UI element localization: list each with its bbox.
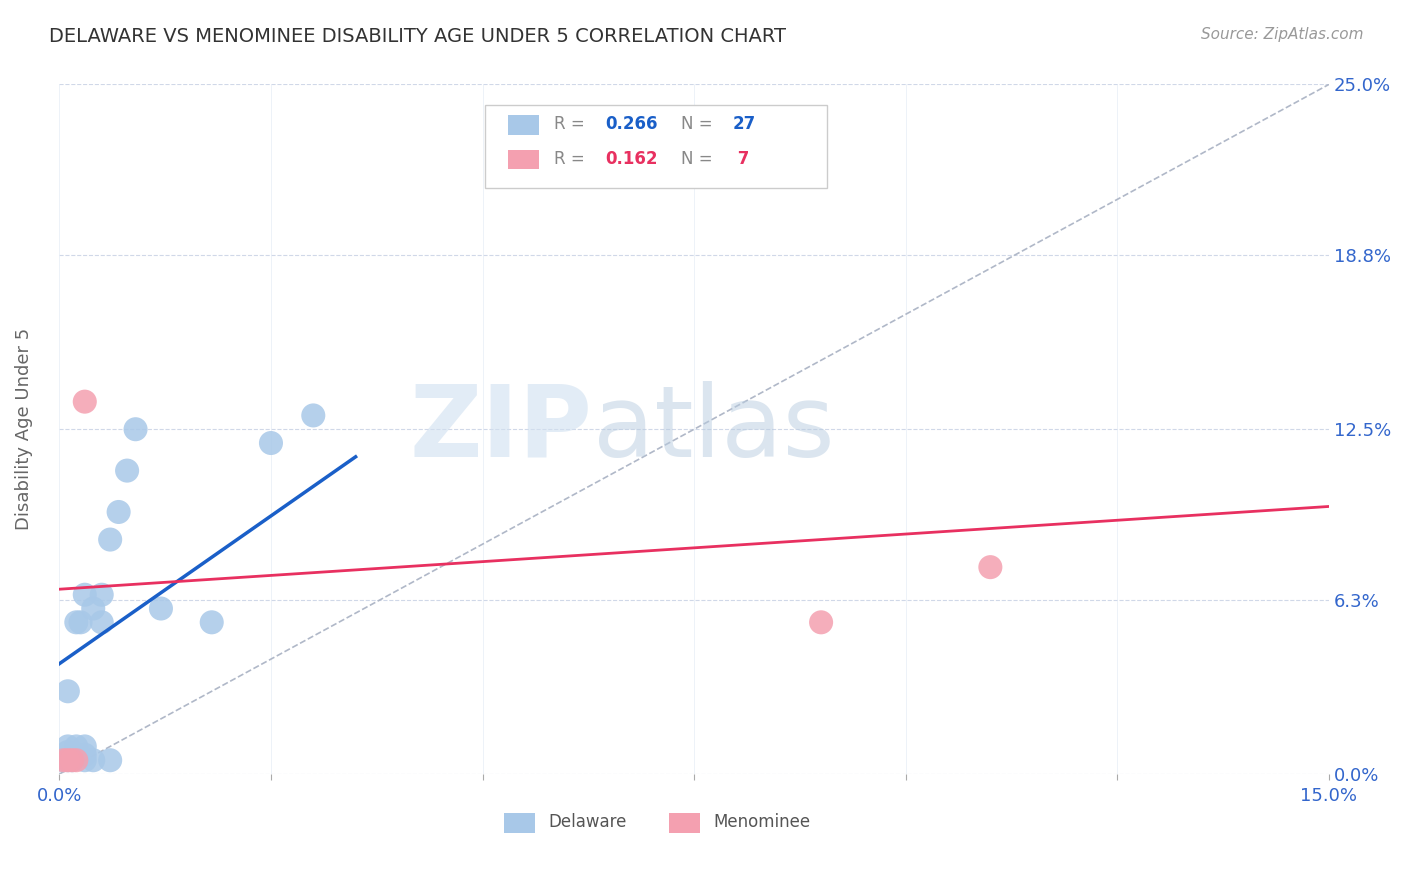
Text: N =: N = xyxy=(682,150,718,168)
Point xyxy=(82,753,104,767)
FancyBboxPatch shape xyxy=(669,814,700,832)
Point xyxy=(56,739,79,754)
Text: N =: N = xyxy=(682,115,718,134)
Text: Delaware: Delaware xyxy=(548,814,627,831)
Point xyxy=(260,436,283,450)
Point xyxy=(65,747,87,762)
Point xyxy=(73,394,96,409)
Text: R =: R = xyxy=(554,115,591,134)
Point xyxy=(90,588,112,602)
Text: Source: ZipAtlas.com: Source: ZipAtlas.com xyxy=(1201,27,1364,42)
Point xyxy=(52,753,75,767)
Point xyxy=(73,753,96,767)
Point xyxy=(98,753,121,767)
Text: ZIP: ZIP xyxy=(409,381,592,478)
Point xyxy=(302,409,325,423)
Point xyxy=(82,601,104,615)
Point xyxy=(65,739,87,754)
Point xyxy=(201,615,224,630)
Point xyxy=(69,615,91,630)
Point xyxy=(115,464,138,478)
Point xyxy=(98,533,121,547)
Text: 27: 27 xyxy=(733,115,755,134)
Text: DELAWARE VS MENOMINEE DISABILITY AGE UNDER 5 CORRELATION CHART: DELAWARE VS MENOMINEE DISABILITY AGE UND… xyxy=(49,27,786,45)
Point xyxy=(56,753,79,767)
Y-axis label: Disability Age Under 5: Disability Age Under 5 xyxy=(15,328,32,531)
Text: 0.266: 0.266 xyxy=(605,115,658,134)
Point xyxy=(56,753,79,767)
Text: 0.162: 0.162 xyxy=(605,150,658,168)
Point xyxy=(56,684,79,698)
FancyBboxPatch shape xyxy=(503,814,536,832)
Point xyxy=(149,601,172,615)
Point xyxy=(60,753,83,767)
Text: R =: R = xyxy=(554,150,591,168)
Point xyxy=(979,560,1001,574)
Point xyxy=(52,753,75,767)
Text: atlas: atlas xyxy=(592,381,834,478)
Point xyxy=(56,745,79,759)
FancyBboxPatch shape xyxy=(508,150,540,169)
Point xyxy=(60,753,83,767)
Point xyxy=(124,422,146,436)
Point xyxy=(810,615,832,630)
Text: 7: 7 xyxy=(733,150,749,168)
Point xyxy=(107,505,129,519)
FancyBboxPatch shape xyxy=(508,115,540,135)
Point xyxy=(73,747,96,762)
Point xyxy=(73,588,96,602)
Point xyxy=(65,753,87,767)
Point xyxy=(90,615,112,630)
Text: Menominee: Menominee xyxy=(713,814,810,831)
Point xyxy=(65,615,87,630)
Point xyxy=(73,739,96,754)
FancyBboxPatch shape xyxy=(485,105,828,188)
